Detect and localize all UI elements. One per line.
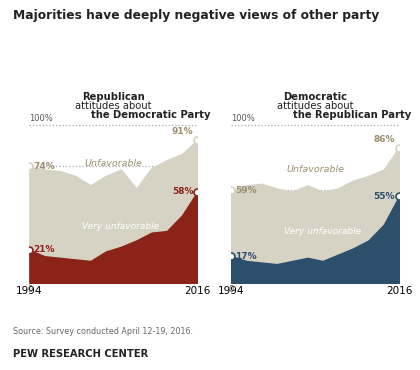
Text: Republican Party: Republican Party — [315, 110, 411, 120]
Text: 17%: 17% — [235, 252, 257, 261]
Text: PEW RESEARCH CENTER: PEW RESEARCH CENTER — [13, 349, 148, 359]
Text: Republican: Republican — [82, 92, 145, 102]
Text: 58%: 58% — [172, 187, 194, 196]
Text: Very unfavorable: Very unfavorable — [82, 222, 160, 231]
Text: Unfavorable: Unfavorable — [84, 159, 142, 168]
Text: attitudes about: attitudes about — [277, 101, 353, 111]
Text: 0: 0 — [229, 285, 234, 294]
Text: 86%: 86% — [374, 135, 395, 144]
Text: Majorities have deeply negative views of other party: Majorities have deeply negative views of… — [13, 9, 379, 22]
Text: Source: Survey conducted April 12-19, 2016.: Source: Survey conducted April 12-19, 20… — [13, 327, 193, 336]
Text: 74%: 74% — [33, 162, 55, 171]
Text: Democratic: Democratic — [283, 92, 347, 102]
Text: 0: 0 — [27, 285, 32, 294]
Text: Democratic Party: Democratic Party — [113, 110, 211, 120]
Text: 100%: 100% — [231, 114, 255, 123]
Text: Very unfavorable: Very unfavorable — [284, 226, 361, 236]
Text: the: the — [293, 110, 315, 120]
Text: the: the — [91, 110, 113, 120]
Text: Unfavorable: Unfavorable — [286, 165, 344, 174]
Text: 100%: 100% — [29, 114, 53, 123]
Text: 21%: 21% — [33, 245, 55, 255]
Text: 91%: 91% — [172, 128, 194, 137]
Text: attitudes about: attitudes about — [75, 101, 152, 111]
Text: 55%: 55% — [374, 192, 395, 201]
Text: 59%: 59% — [235, 186, 257, 195]
